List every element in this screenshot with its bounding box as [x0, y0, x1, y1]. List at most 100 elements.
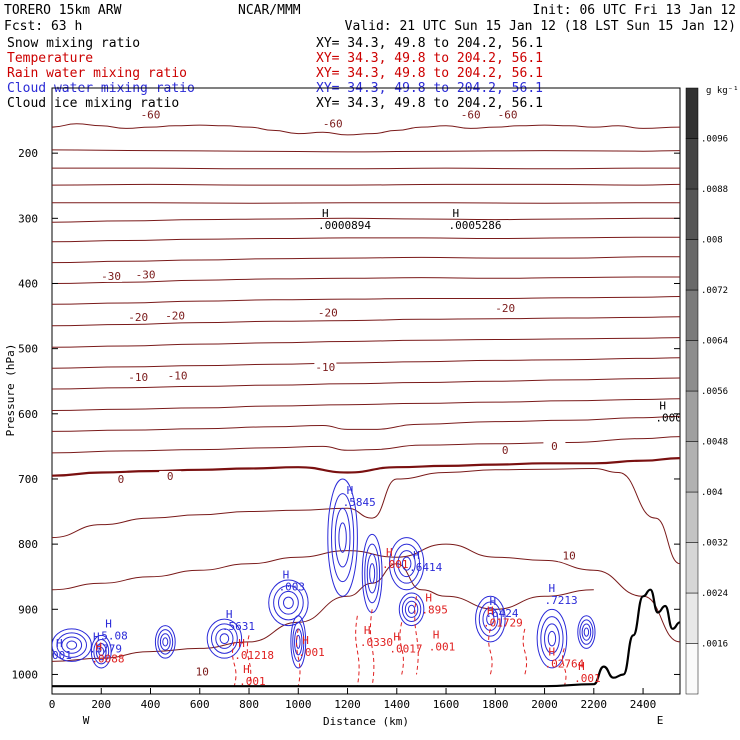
colorbar-tick-8: .008	[701, 236, 723, 246]
cloud-cell-4-ring-2	[278, 590, 299, 615]
maximum-value-10: .8779	[89, 643, 122, 656]
x-tick-label-600: 600	[190, 698, 210, 711]
colorbar-swatch-8	[685, 239, 699, 291]
colorbar-tick-1: .0024	[701, 589, 728, 599]
plot-layers: -60 -60 -60 -60 -30 -30 -20 -20 -20 -20 -10 -10 -10 0…	[52, 108, 680, 688]
maximum-value-8: .7213	[545, 594, 578, 607]
maximum-marker-4: H	[283, 569, 290, 582]
cloud-cell-9-ring-4	[52, 628, 92, 662]
cloud-cell-8-ring-2	[581, 623, 592, 641]
y-tick-label-700: 700	[18, 473, 38, 486]
colorbar-tick-6: .0064	[701, 337, 728, 347]
center-name: NCAR/MMM	[238, 3, 301, 18]
colorbar-unit: g kg⁻¹	[706, 86, 739, 96]
cloud-cell-3-ring-2	[404, 600, 419, 618]
temperature-label-bg-17	[558, 550, 581, 562]
cloud-cell-5-ring-2	[215, 628, 234, 649]
temperature-label-bg-9	[494, 302, 517, 314]
maximum-marker-23: H	[243, 663, 250, 676]
cloud-cell-11-ring-4	[154, 625, 176, 659]
maximum-value-0: .0000894	[318, 219, 371, 232]
colorbar-swatch-6	[685, 340, 699, 392]
y-tick-label-600: 600	[18, 408, 38, 421]
plot-frame	[51, 87, 681, 695]
temperature-label-11: -10	[168, 370, 188, 383]
field-name-0: Snow mixing ratio	[7, 36, 140, 51]
temperature-label-bg-14	[159, 470, 182, 482]
cloud-cell-5-ring-3	[210, 623, 238, 654]
temperature-label-bg-8	[316, 307, 339, 319]
temperature-label-0: -60	[141, 108, 161, 121]
colorbar: .0016 .0024 .0032 .004 .0048 .0056 .0064 .0072.…	[685, 87, 728, 695]
cloud-cell-3-ring-4	[398, 592, 425, 627]
maximum-marker-9: H	[105, 618, 112, 631]
maximum-value-18: .02764	[545, 658, 585, 671]
colorbar-swatch-9	[685, 188, 699, 240]
colorbar-tick-10: .0096	[701, 135, 728, 145]
temperature-label-6: -20	[128, 311, 148, 324]
y-tick-label-400: 400	[18, 277, 38, 290]
maximum-marker-16: H	[433, 629, 440, 642]
maximum-marker-14: H	[364, 624, 371, 637]
cloud-cell-12-ring-3	[292, 621, 305, 662]
temperature-contour-4	[52, 202, 680, 204]
field-xy-4: XY= 34.3, 49.8 to 204.2, 56.1	[316, 96, 543, 111]
colorbar-swatch-7	[685, 289, 699, 341]
colorbar-swatch-0	[685, 643, 699, 695]
temperature-contour-12	[52, 357, 680, 369]
maximum-value-13: .895	[421, 604, 448, 617]
x-tick-label-1600: 1600	[433, 698, 460, 711]
field-legend: Snow mixing ratio XY= 34.3, 49.8 to 204.2…	[7, 36, 543, 111]
temperature-label-bg-5	[134, 269, 157, 281]
maximum-value-1: .0005286	[449, 219, 502, 232]
colorbar-swatch-5	[685, 390, 699, 442]
temperature-contour-16	[52, 436, 680, 454]
cloud-cell-6-ring-4	[475, 595, 506, 643]
temperature-label-bg-0	[139, 109, 162, 121]
maximum-value-15: .0017	[389, 643, 422, 656]
cloud-cell-5-ring-4	[206, 618, 243, 659]
temperature-label-bg-4	[100, 270, 123, 282]
colorbar-tick-9: .0088	[701, 185, 728, 195]
cloud-cell-11-ring-2	[159, 633, 171, 651]
cloud-cell-8-ring-4	[577, 615, 596, 649]
rain-shaft-1	[246, 635, 252, 687]
cloud-cell-7-ring-4	[536, 608, 568, 669]
maximum-marker-7: H	[489, 595, 496, 608]
temperature-contour-1	[52, 149, 680, 153]
temperature-label-16: 0	[551, 440, 558, 453]
maximum-value-6: .6414	[409, 561, 442, 574]
maximum-marker-13: H	[425, 592, 432, 605]
cloud-cell-9-ring-1	[66, 640, 78, 650]
colorbar-tick-0: .0016	[701, 640, 728, 650]
colorbar-swatch-4	[685, 441, 699, 493]
cloud-cell-3-ring-1	[407, 604, 416, 614]
cloud-cell-12-ring-1	[295, 634, 301, 649]
temperature-contour-13	[52, 377, 680, 390]
x-tick-label-200: 200	[91, 698, 111, 711]
maximum-marker-3: H	[347, 484, 354, 497]
cloud-cell-1-ring-1	[369, 563, 376, 584]
colorbar-tick-3: .004	[701, 488, 723, 498]
cloud-cell-0-ring-1	[338, 522, 347, 553]
maximum-marker-5: H	[226, 608, 233, 621]
temperature-label-bg-11	[166, 370, 189, 382]
maximum-marker-2: H	[659, 399, 666, 412]
maximum-value-4: .003	[279, 581, 306, 594]
temperature-label-1: -60	[323, 117, 343, 130]
valid-time: Valid: 21 UTC Sun 15 Jan 12 (18 LST Sun …	[345, 19, 736, 34]
cloud-cell-11-ring-1	[162, 637, 169, 647]
temperature-contour-6	[52, 236, 680, 243]
field-name-2: Rain water mixing ratio	[7, 66, 187, 81]
maximum-value-19: .001	[574, 672, 601, 685]
cloud-cell-11-ring-3	[157, 629, 174, 655]
maximum-value-21: .001	[298, 646, 325, 659]
temperature-label-bg-7	[164, 310, 187, 322]
maximum-marker-1: H	[453, 207, 460, 220]
cloud-cell-0-ring-2	[334, 507, 351, 568]
temperature-label-bg-18	[191, 666, 214, 678]
temperature-contour-11	[52, 337, 680, 348]
rain-shaft-0	[232, 641, 237, 687]
temperature-label-12: -10	[315, 361, 335, 374]
terrain-line	[52, 588, 680, 688]
